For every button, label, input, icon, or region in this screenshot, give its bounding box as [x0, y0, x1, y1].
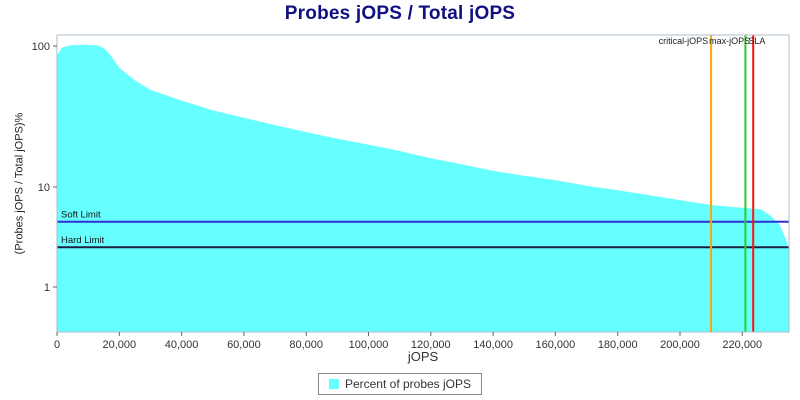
legend-label: Percent of probes jOPS — [344, 377, 472, 391]
marker-label-2: max-jOPS — [709, 36, 750, 46]
limit-line-label-1: Hard Limit — [61, 235, 105, 246]
limit-line-label-0: Soft Limit — [61, 210, 101, 221]
y-tick-label-1: 10 — [38, 182, 50, 194]
x-tick-label-9: 180,000 — [598, 339, 638, 351]
chart-title: Probes jOPS / Total jOPS — [284, 3, 516, 24]
legend: Percent of probes jOPS — [317, 373, 483, 395]
x-tick-label-11: 220,000 — [722, 339, 762, 351]
x-tick-label-6: 120,000 — [411, 339, 451, 351]
x-tick-label-5: 100,000 — [349, 339, 389, 351]
x-axis-label: jOPS — [407, 349, 439, 364]
x-tick-label-0: 0 — [54, 339, 60, 351]
marker-label-1: SLA — [748, 36, 765, 46]
area-series — [57, 44, 789, 333]
plot-border — [56, 34, 790, 333]
x-tick-label-10: 200,000 — [660, 339, 700, 351]
y-tick-label-2: 100 — [32, 41, 50, 53]
x-tick-label-3: 60,000 — [227, 339, 261, 351]
y-tick-label-0: 1 — [44, 282, 50, 294]
legend-swatch-icon — [328, 379, 339, 389]
x-tick-label-1: 20,000 — [102, 339, 136, 351]
x-tick-label-7: 140,000 — [473, 339, 513, 351]
marker-label-0: critical-jOPS — [659, 36, 709, 46]
x-tick-label-8: 160,000 — [536, 339, 576, 351]
x-tick-label-4: 80,000 — [289, 339, 323, 351]
x-tick-label-2: 40,000 — [165, 339, 199, 351]
